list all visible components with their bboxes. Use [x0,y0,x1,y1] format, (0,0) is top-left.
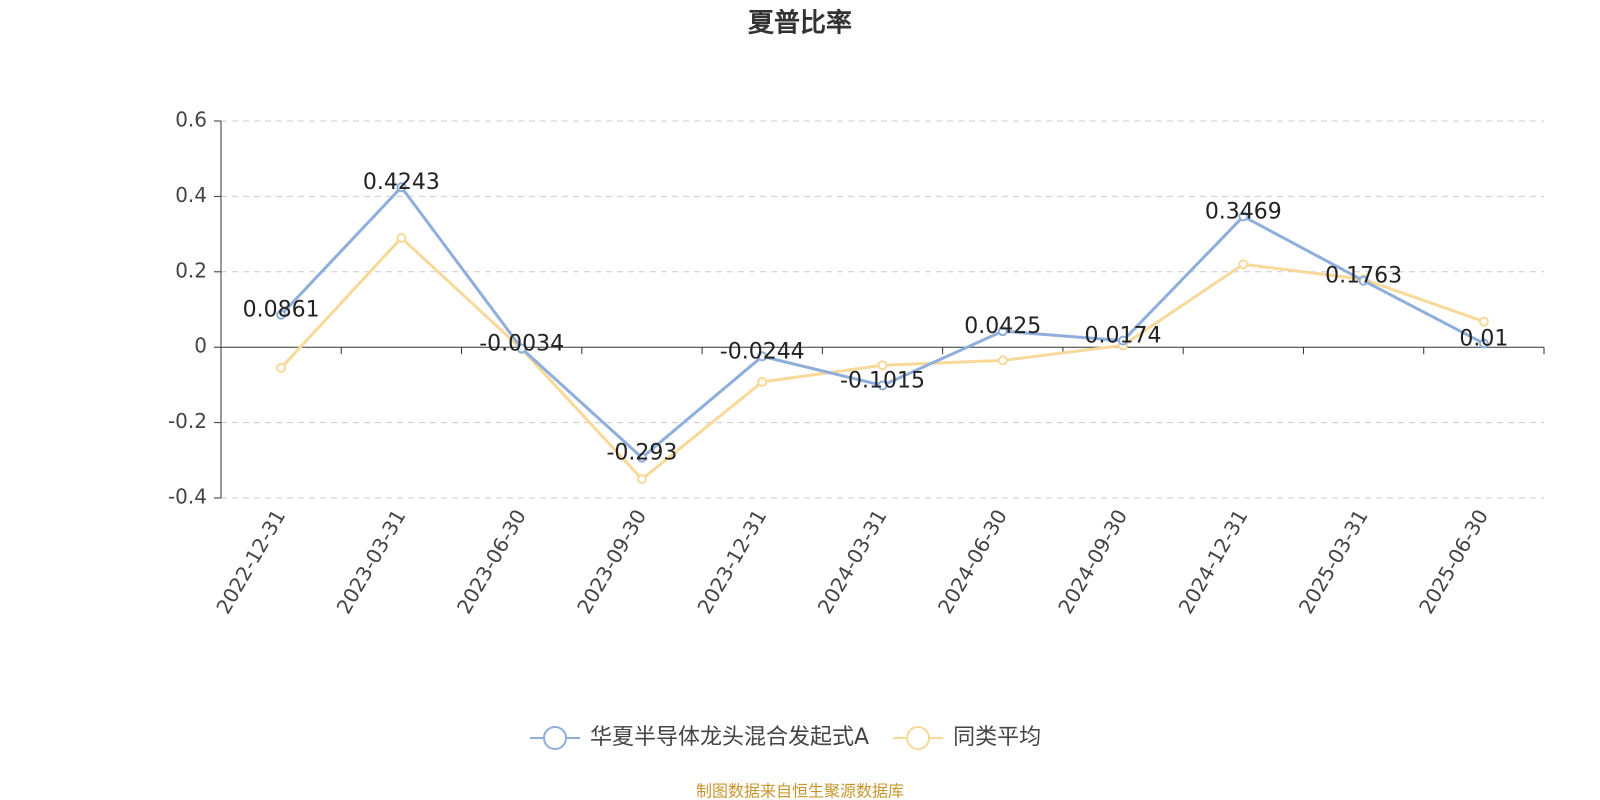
y-tick-label: 0.6 [175,108,207,132]
data-label: 0.3469 [1205,199,1282,224]
point [276,362,287,373]
x-tick-label: 2023-12-31 [692,505,771,618]
point [757,351,768,362]
x-tick-label: 2023-09-30 [572,505,651,618]
chart-title: 夏普比率 [748,8,852,39]
point [997,326,1008,337]
data-label: 0.01 [1459,326,1508,351]
legend-label: 同类平均 [953,725,1041,750]
point [636,452,647,463]
x-tick-label: 2025-03-31 [1294,505,1373,618]
point [877,360,888,371]
x-tick-label: 2024-03-31 [813,505,892,618]
data-label: -0.0244 [720,339,805,364]
y-tick-label: 0 [194,334,207,358]
y-tick-label: -0.2 [168,409,207,433]
data-label: 0.0861 [243,298,320,323]
legend-marker [906,726,931,750]
point [636,474,647,485]
point [1478,316,1489,327]
x-tick-label: 2024-12-31 [1174,505,1253,618]
data-label: -0.1015 [840,368,925,393]
x-tick-label: 2025-06-30 [1414,505,1493,618]
point [1238,259,1249,270]
x-tick-label: 2023-06-30 [452,505,531,618]
point [276,309,287,320]
point [997,355,1008,366]
point [757,376,768,387]
legend-label: 华夏半导体龙头混合发起式A [590,725,869,750]
data-label: -0.0034 [479,331,564,356]
y-tick-label: 0.4 [175,183,207,207]
legend: 华夏半导体龙头混合发起式A 同类平均 [530,725,1041,750]
x-tick-label: 2024-09-30 [1053,505,1132,618]
x-tick-label: 2024-06-30 [933,505,1012,618]
point [877,380,888,391]
x-tick-label: 2022-12-31 [211,505,290,618]
data-label: 0.0174 [1085,324,1162,349]
data-label: -0.293 [606,441,677,466]
legend-marker [543,726,567,750]
y-tick-label: -0.4 [168,485,207,509]
data-label: 0.1763 [1325,264,1402,289]
point [1238,211,1249,222]
point [396,182,407,193]
point [1478,338,1489,349]
y-tick-label: 0.2 [175,258,207,282]
source-note: 制图数据来自恒生聚源数据库 [696,782,904,800]
point [396,232,407,243]
point [1358,275,1369,286]
series-line [280,184,1485,460]
series-line [280,235,1485,482]
point [516,343,527,354]
x-tick-label: 2023-03-31 [332,505,411,618]
data-label: 0.4243 [363,170,440,195]
data-label: 0.0425 [964,314,1041,339]
point [1118,335,1129,346]
